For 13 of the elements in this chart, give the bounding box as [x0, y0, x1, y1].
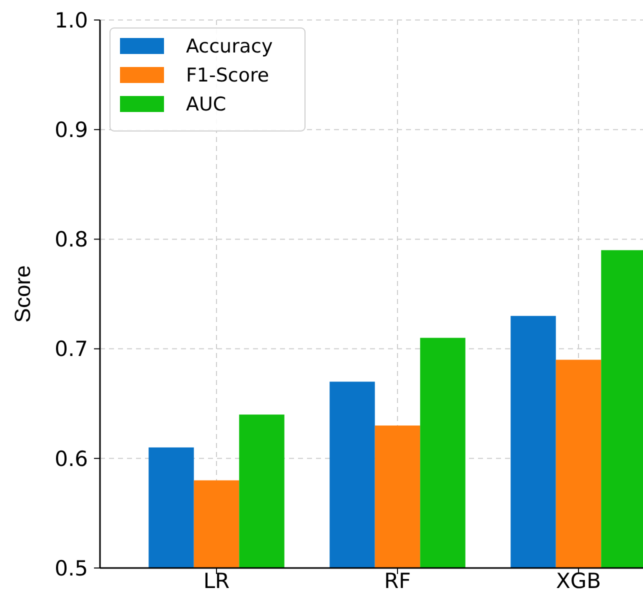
- y-tick-label: 0.6: [54, 446, 88, 471]
- y-tick-label: 0.7: [54, 337, 88, 362]
- y-tick-label: 0.5: [54, 556, 88, 580]
- legend-label: AUC: [186, 94, 226, 116]
- y-tick-label: 0.8: [54, 228, 88, 252]
- legend-label: Accuracy: [186, 36, 273, 58]
- y-tick-label: 1.0: [54, 8, 88, 32]
- y-axis-title: Score: [10, 265, 35, 323]
- x-tick-label: XGB: [556, 569, 602, 593]
- x-tick-label: RF: [384, 569, 411, 593]
- y-tick-label: 0.9: [54, 118, 88, 142]
- x-tick-label: LR: [203, 569, 230, 593]
- legend-label: F1-Score: [186, 64, 270, 87]
